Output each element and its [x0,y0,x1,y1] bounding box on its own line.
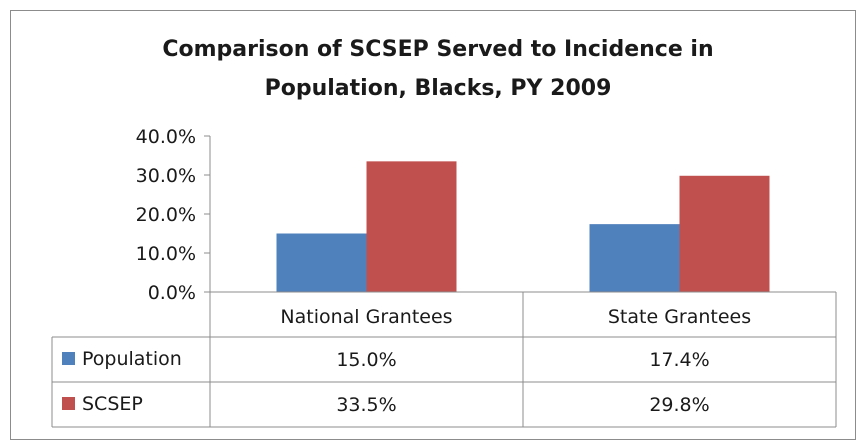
y-tick-label: 20.0% [136,204,196,226]
y-tick-label: 10.0% [136,243,196,265]
bar-population-2 [589,224,680,292]
category-label: National Grantees [280,306,452,328]
y-tick-label: 40.0% [136,126,196,148]
category-label: State Grantees [608,306,751,328]
legend-key-population [62,352,75,365]
plot-area: 0.0% 10.0% 20.0% 30.0% 40.0% [136,126,770,304]
y-tick-label: 0.0% [148,282,196,304]
chart-title-line-2: Population, Blacks, PY 2009 [265,76,612,101]
bar-scsep-2 [679,175,770,292]
legend-label-scsep: SCSEP [82,393,143,415]
data-label: 15.0% [336,349,396,371]
data-label: 33.5% [336,394,396,416]
data-label: 17.4% [649,349,709,371]
data-label: 29.8% [649,394,709,416]
chart-title-line-1: Comparison of SCSEP Served to Incidence … [162,37,713,62]
data-table: National Grantees State Grantees Populatio… [51,291,837,428]
legend-label-population: Population [82,348,182,370]
bar-scsep-1 [366,161,457,292]
legend-key-scsep [62,397,75,410]
y-tick-label: 30.0% [136,165,196,187]
bar-population-1 [276,233,367,292]
